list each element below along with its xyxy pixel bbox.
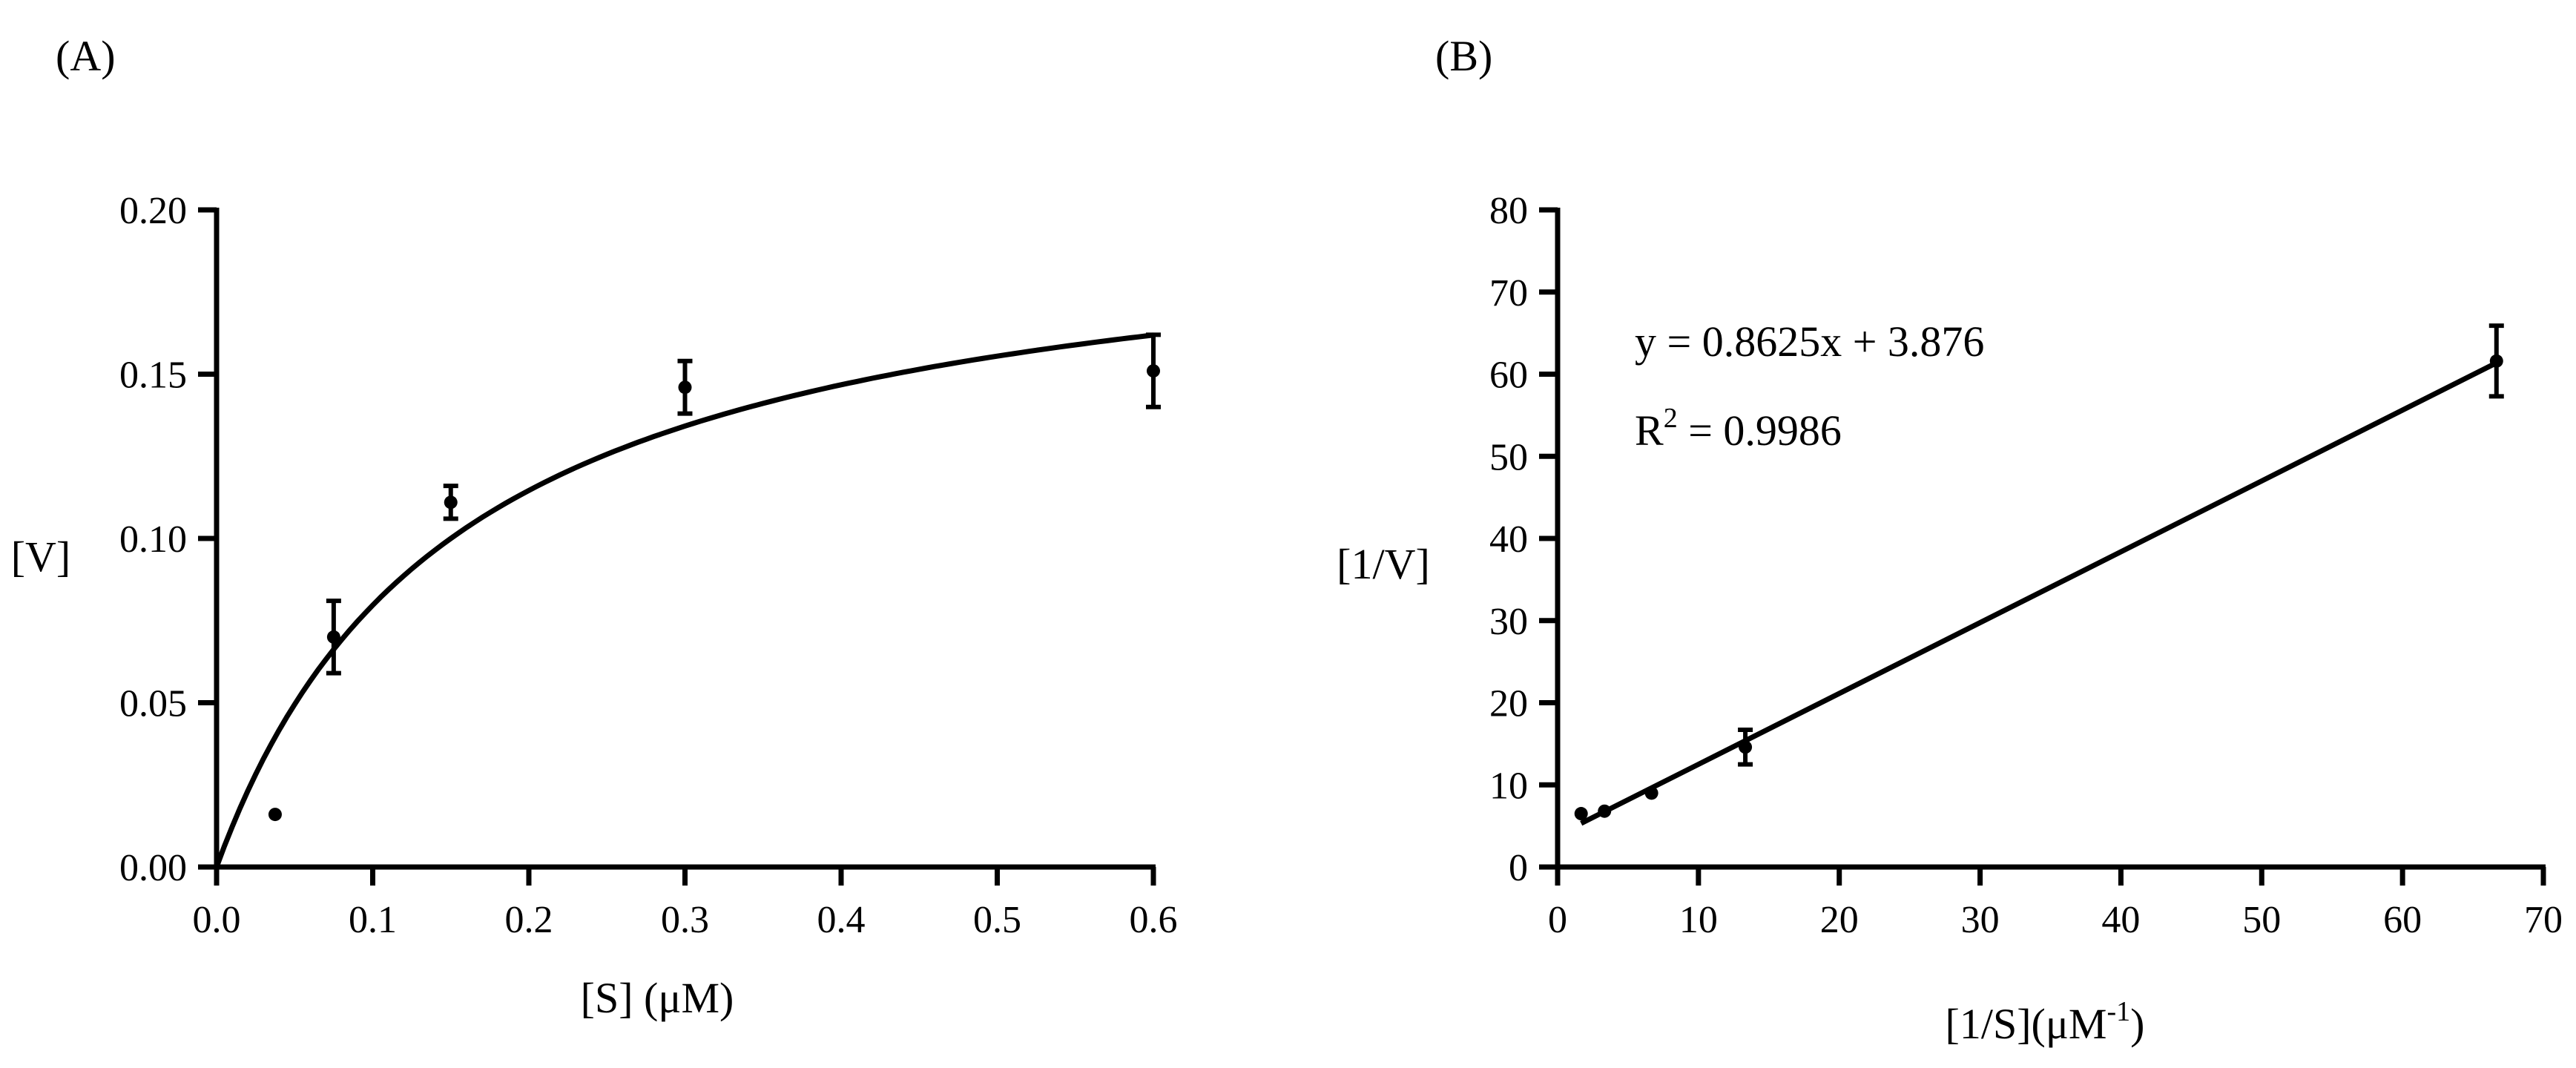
panel-a-x-tick-label: 0.0 [193,899,241,941]
panel-b-x-tick-label: 30 [1961,899,2000,941]
panel-a-y-tick-label: 0.20 [119,190,187,232]
panel-a-y-axis-label: [V] [11,533,71,581]
panel-a-x-tick-label: 0.6 [1130,899,1178,941]
panel-a-data-point [444,495,458,510]
panel-b-x-tick-label: 0 [1548,899,1567,941]
panel-b-y-tick-label: 30 [1489,601,1528,643]
panel-b-y-tick-label: 20 [1489,683,1528,725]
r-squared: R2 = 0.9986 [1635,403,1842,455]
panel-a-x-tick-label: 0.2 [505,899,553,941]
panel-a-y-tick-label: 0.15 [119,355,187,397]
panel-a-label: (A) [56,32,116,80]
panel-a-data-point [268,808,282,822]
panel-b-x-tick-label: 60 [2383,899,2422,941]
regression-equation: y = 0.8625x + 3.876 [1635,317,1984,366]
panel-b-y-tick-label: 0 [1509,847,1528,889]
panel-b-y-tick-label: 50 [1489,436,1528,478]
panel-b-x-tick-label: 50 [2242,899,2281,941]
panel-a-x-axis-label: [S] (μM) [581,974,734,1022]
panel-a-y-tick-label: 0.10 [119,518,187,561]
panel-b-y-tick-label: 10 [1489,765,1528,807]
panel-b-data-point [1598,804,1612,818]
panel-b-x-axis-label: [1/S](μM-1) [1946,996,2145,1048]
panel-b-plot: 0 10 20 30 40 50 60 70 0 10 20 30 40 50 60 70 80 [1489,190,2563,941]
panel-b-x-tick-label: 10 [1679,899,1718,941]
panel-a-y-tick-label: 0.00 [119,847,187,889]
panel-b-x-tick-label: 70 [2524,899,2563,941]
panel-b-y-tick-label: 70 [1489,272,1528,314]
panel-b-data-point [1644,786,1658,800]
panel-a-x-tick-label: 0.1 [349,899,397,941]
panel-b-y-tick-label: 80 [1489,190,1528,232]
panel-b-label: (B) [1435,32,1492,80]
panel-b-fit-line [1580,360,2498,826]
panel-a-y-tick-label: 0.05 [119,683,187,725]
panel-a-x-tick-label: 0.4 [817,899,866,941]
panel-a-data-point [326,630,340,644]
panel-a-fit-line [214,332,1154,868]
panel-b-data-point [1739,740,1753,754]
panel-a-plot: 0.0 0.1 0.2 0.3 0.4 0.5 0.6 0.00 0.05 0.10 0.15 0.2… [119,190,1178,941]
panel-b-x-tick-label: 20 [1820,899,1859,941]
panel-b-data-point [1574,807,1588,821]
panel-b-y-tick-label: 60 [1489,355,1528,397]
panel-b-x-tick-label: 40 [2101,899,2140,941]
panel-a-data-point [1147,364,1160,378]
panel-b-y-axis-label: [1/V] [1337,540,1430,588]
panel-b-y-tick-label: 40 [1489,518,1528,561]
panel-a-x-tick-label: 0.5 [973,899,1021,941]
panel-b-data-point [2489,354,2503,368]
panel-a-x-tick-label: 0.3 [661,899,709,941]
panel-a-data-point [678,380,692,395]
